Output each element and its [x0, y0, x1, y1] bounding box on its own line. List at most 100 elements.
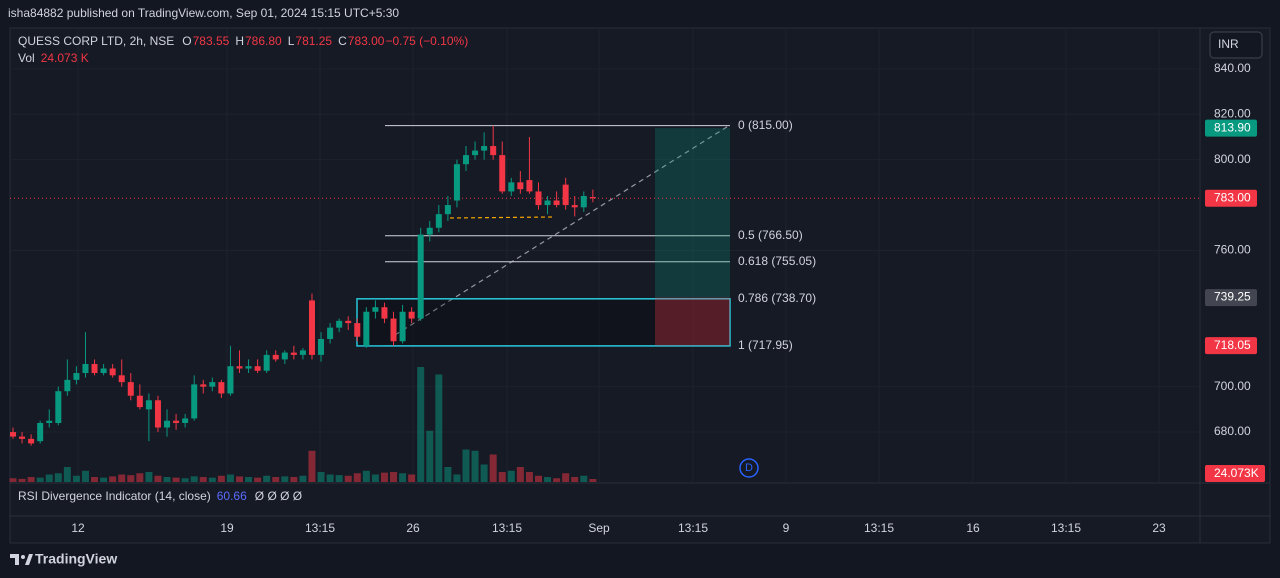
- candle-body: [127, 382, 134, 396]
- volume-bar: [417, 367, 425, 482]
- candle-body: [417, 234, 424, 319]
- x-tick-label: 23: [1152, 521, 1166, 535]
- volume-bar: [507, 470, 515, 482]
- fib-label: 1 (717.95): [738, 338, 793, 352]
- publish-info: isha84882 published on TradingView.com, …: [8, 6, 399, 20]
- volume-bar: [127, 475, 135, 482]
- x-tick-label: Sep: [588, 521, 610, 535]
- currency[interactable]: INR: [1218, 37, 1239, 51]
- price-badge: 718.05: [1214, 338, 1251, 352]
- volume-bar: [435, 374, 443, 482]
- candle-body: [372, 307, 379, 312]
- volume-bar: [109, 476, 117, 482]
- volume-bar: [272, 477, 280, 482]
- legend-value: 786.80: [245, 34, 282, 48]
- volume-bar: [353, 473, 361, 482]
- x-tick-label: 12: [71, 521, 85, 535]
- candle-body: [308, 300, 315, 355]
- candle-body: [91, 363, 98, 374]
- volume-bar: [217, 475, 225, 482]
- candle-body: [154, 400, 161, 428]
- candle-body: [435, 214, 442, 228]
- candle-body: [173, 420, 180, 423]
- x-tick-label: 19: [220, 521, 234, 535]
- volume-bar: [208, 477, 216, 482]
- y-tick-label: 680.00: [1214, 424, 1251, 438]
- candle-body: [118, 375, 125, 383]
- x-tick-label: 13:15: [678, 521, 708, 535]
- volume-bar: [589, 478, 597, 482]
- volume-badge-bg: [1205, 465, 1265, 482]
- fib-label: 0.5 (766.50): [738, 228, 803, 242]
- y-tick-label: 800.00: [1214, 152, 1251, 166]
- price-badge-bg: [1205, 289, 1257, 307]
- volume-bar: [245, 477, 253, 482]
- volume-bar: [489, 454, 497, 482]
- candle-body: [55, 391, 62, 423]
- candle-body: [381, 307, 388, 319]
- candle-body: [354, 323, 361, 337]
- footer-brand: TradingView: [35, 551, 117, 567]
- candle-body: [200, 384, 207, 387]
- volume-bar: [154, 475, 162, 482]
- volume-bar: [254, 477, 262, 482]
- candle-body: [444, 205, 451, 215]
- x-tick-label: 13:15: [864, 521, 894, 535]
- volume-bar: [36, 477, 44, 482]
- volume-value: 24.073 K: [41, 51, 89, 65]
- candle-body: [390, 318, 397, 342]
- volume-bar: [498, 472, 506, 482]
- event-marker-label[interactable]: D: [745, 462, 753, 474]
- volume-bar: [534, 475, 542, 482]
- candle-body: [299, 350, 306, 355]
- volume-bar: [462, 449, 470, 482]
- volume-title: Vol: [18, 51, 35, 65]
- volume-bar: [27, 477, 35, 482]
- marks: [9, 125, 597, 482]
- candle-body: [426, 227, 433, 235]
- currency-button[interactable]: [1209, 31, 1263, 59]
- price-badge: 739.25: [1214, 290, 1251, 304]
- candle-body: [272, 354, 279, 360]
- logo: [10, 554, 33, 565]
- candle-body: [164, 420, 171, 428]
- candle-body: [145, 400, 152, 410]
- price-badge: 783.00: [1214, 190, 1251, 204]
- volume-bar: [571, 477, 579, 482]
- candle-body: [571, 205, 578, 208]
- x-tick-label: 16: [966, 521, 980, 535]
- x-tick-label: 26: [406, 521, 420, 535]
- candle-body: [399, 311, 406, 342]
- volume-bar: [308, 450, 316, 482]
- legend: QUESS CORP LTD, 2h, NSE O783.55 H786.80 L78…: [18, 34, 468, 48]
- candle-body: [408, 311, 415, 319]
- legend-value: 783.00: [348, 34, 385, 48]
- y-tick-label: 760.00: [1214, 243, 1251, 257]
- candle-body: [336, 320, 343, 328]
- fib-label: 0 (815.00): [738, 118, 793, 132]
- candle-body: [535, 191, 542, 206]
- candle-body: [227, 366, 234, 394]
- logo-dot: [21, 555, 25, 559]
- candle-body: [254, 366, 261, 371]
- candle-body: [290, 352, 297, 355]
- volume-bar: [172, 477, 180, 482]
- volume-bar: [317, 472, 325, 482]
- candle-body: [363, 311, 370, 346]
- volume-badge: 24.073K: [1214, 466, 1259, 480]
- legend-key: H: [235, 34, 244, 48]
- event-marker[interactable]: [739, 458, 759, 478]
- candle-body: [109, 368, 116, 376]
- volume-bar: [544, 477, 552, 482]
- candle-body: [209, 382, 216, 387]
- candle-body: [73, 373, 80, 380]
- volume-legend: Vol 24.073 K: [18, 51, 89, 65]
- candle-body: [28, 438, 35, 444]
- candle-body: [553, 200, 560, 206]
- volume-bar: [45, 474, 53, 482]
- candle-body: [191, 384, 198, 419]
- candle-body: [453, 164, 460, 201]
- volume-bar: [580, 475, 588, 482]
- legend-value: −0.75 (−0.10%): [385, 34, 468, 48]
